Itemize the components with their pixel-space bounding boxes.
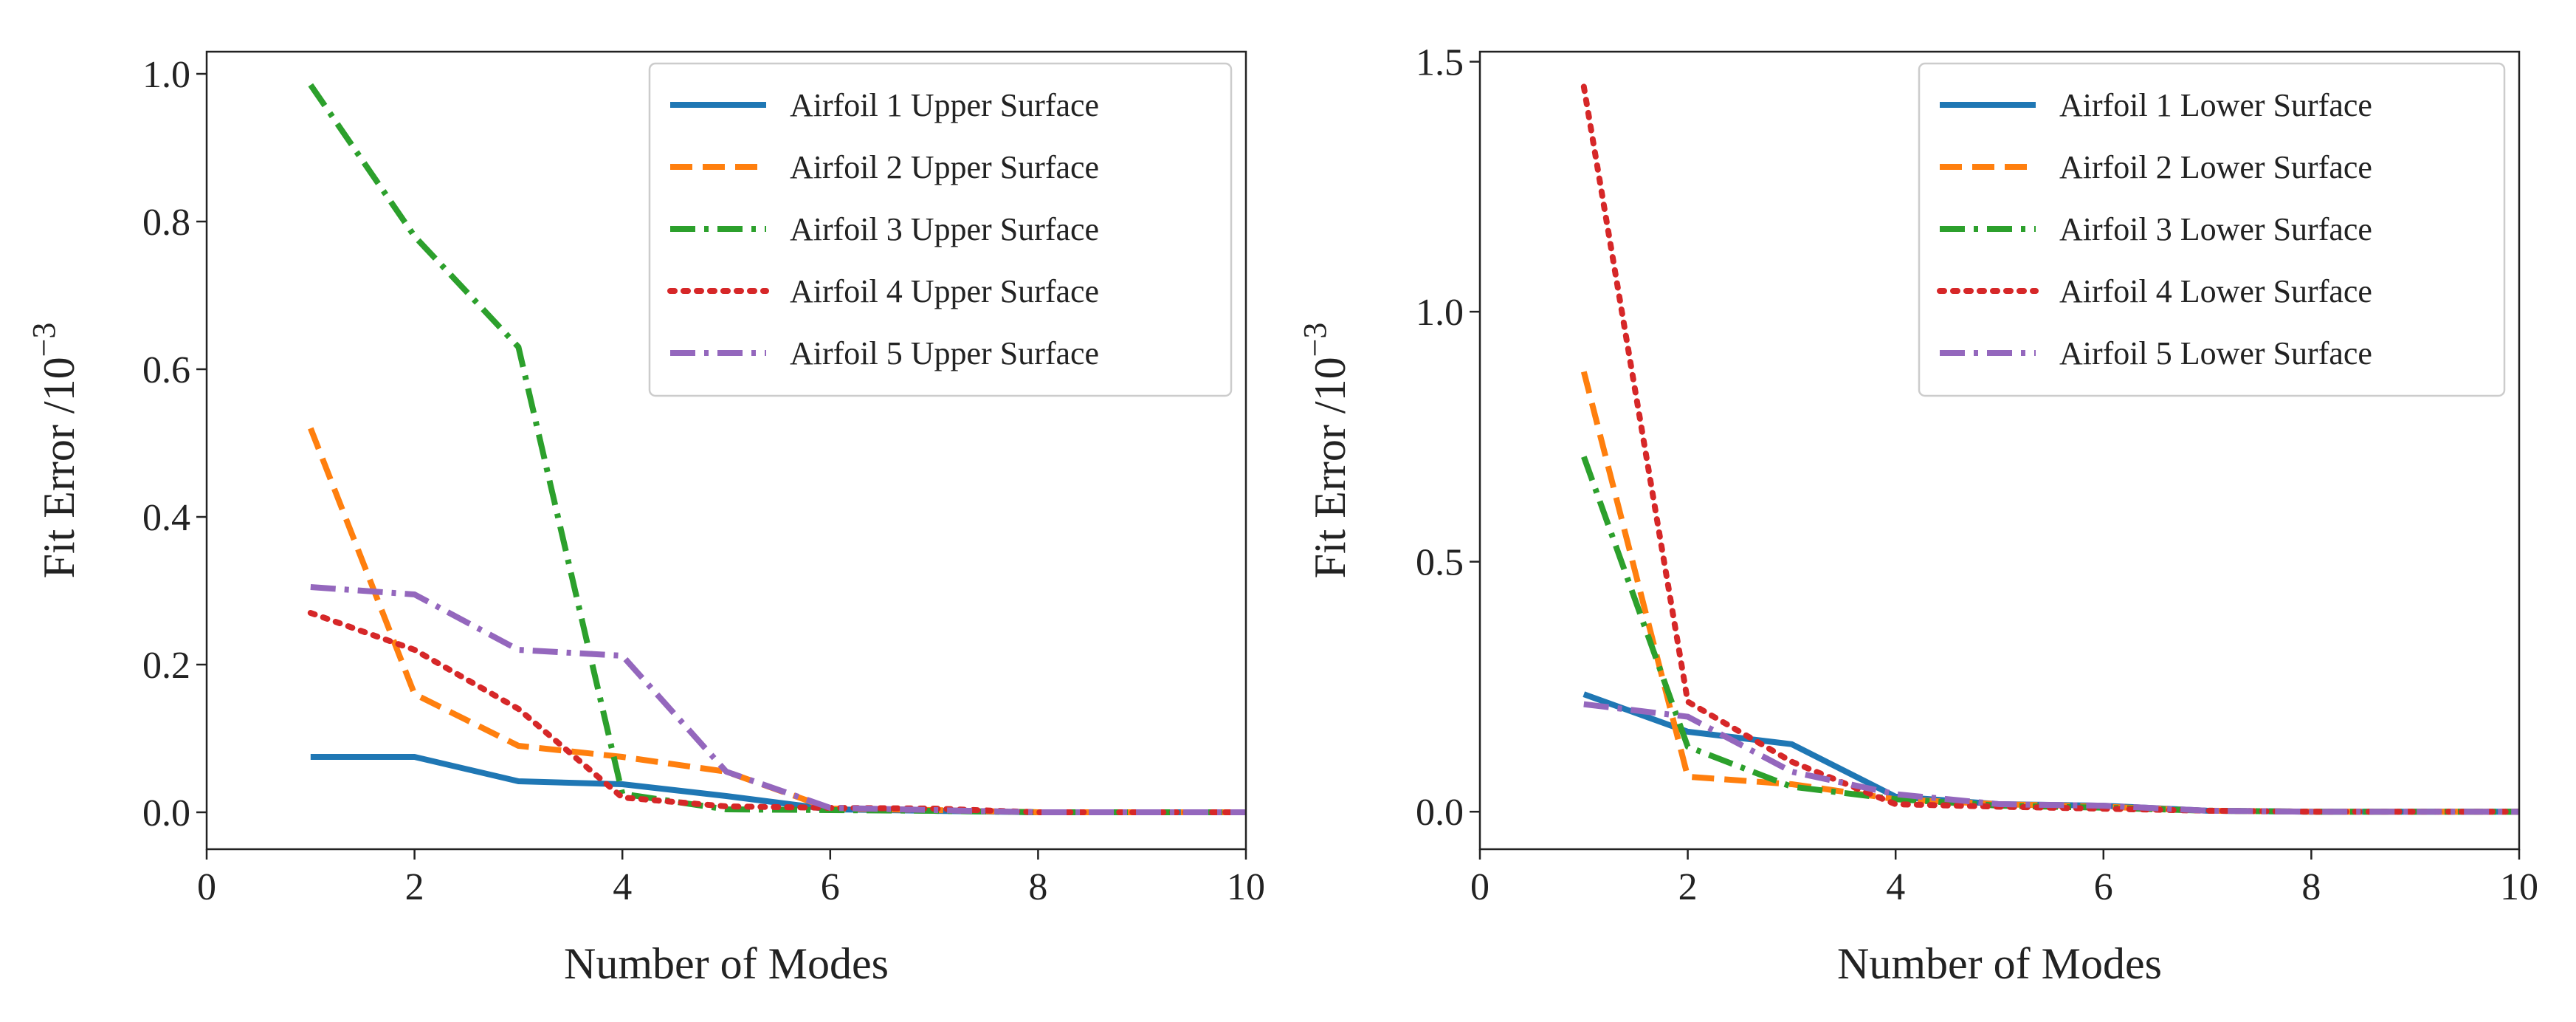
left-legend-label-5: Airfoil 5 Upper Surface [790, 335, 1099, 371]
left-y-axis-title-exponent: −3 [26, 323, 62, 357]
left-series-line-5 [310, 584, 1246, 815]
left-chart: 0 2 4 6 8 10 0.0 0.2 0.4 0.6 0.8 1.0 Number of Mode… [26, 50, 1265, 988]
right-x-tick-label: 4 [1886, 866, 1905, 908]
right-legend-label-4: Airfoil 4 Lower Surface [2059, 273, 2372, 309]
right-x-tick-label: 2 [1678, 866, 1698, 908]
left-y-tick-label: 1.0 [142, 54, 190, 96]
left-y-tick-label: 0.4 [142, 497, 190, 539]
left-legend: Airfoil 1 Upper Surface Airfoil 2 Upper S… [648, 62, 1233, 397]
right-x-tick-label: 10 [2500, 866, 2538, 908]
right-y-tick-label: 1.5 [1416, 42, 1464, 84]
left-series-lines [307, 83, 1246, 815]
left-x-tick-label: 4 [613, 866, 632, 908]
left-y-axis-title: Fit Error /10−3 [26, 323, 83, 579]
right-series-line-2 [1580, 371, 2519, 815]
right-y-tick-label: 0.0 [1416, 792, 1464, 834]
left-y-tick-label: 0.8 [142, 202, 190, 244]
left-ticks: 0 2 4 6 8 10 0.0 0.2 0.4 0.6 0.8 1.0 [142, 54, 1265, 908]
left-legend-label-2: Airfoil 2 Upper Surface [790, 149, 1099, 185]
right-y-tick-label: 0.5 [1416, 542, 1464, 584]
right-y-tick-label: 1.0 [1416, 292, 1464, 334]
right-x-axis-title: Number of Modes [1837, 939, 2162, 988]
right-legend-box [1918, 62, 2506, 397]
right-y-axis-title-base: Fit Error /10 [1306, 357, 1354, 578]
left-series-line-1 [310, 754, 1246, 815]
left-x-tick-label: 6 [821, 866, 840, 908]
right-plot-frame [1478, 50, 2521, 851]
right-x-tick-label: 0 [1470, 866, 1490, 908]
left-x-axis-title: Number of Modes [564, 939, 889, 988]
right-legend-label-2: Airfoil 2 Lower Surface [2059, 149, 2372, 185]
left-series-line-2 [308, 427, 1246, 815]
left-legend-label-4: Airfoil 4 Upper Surface [790, 273, 1099, 309]
right-series-lines [1580, 83, 2519, 815]
left-y-tick-label: 0.2 [142, 645, 190, 687]
left-y-tick-label: 0.0 [142, 792, 190, 834]
right-chart: 0 2 4 6 8 10 0.0 0.5 1.0 1.5 Number of Modes Fit … [1297, 42, 2538, 988]
right-y-axis-title-exponent: −3 [1297, 323, 1333, 357]
left-legend-label-3: Airfoil 3 Upper Surface [790, 211, 1099, 247]
right-y-axis-title: Fit Error /10−3 [1297, 323, 1354, 579]
right-ticks: 0 2 4 6 8 10 0.0 0.5 1.0 1.5 [1416, 42, 2538, 908]
right-legend-label-5: Airfoil 5 Lower Surface [2059, 335, 2372, 371]
right-series-line-1 [1583, 691, 2519, 815]
right-x-tick-label: 6 [2094, 866, 2113, 908]
right-x-tick-label: 8 [2301, 866, 2321, 908]
right-series-line-3 [1581, 456, 2519, 815]
left-legend-label-1: Airfoil 1 Upper Surface [790, 87, 1099, 123]
right-legend-label-3: Airfoil 3 Lower Surface [2059, 211, 2372, 247]
left-x-tick-label: 10 [1227, 866, 1265, 908]
left-plot-frame [205, 50, 1247, 851]
right-legend-label-1: Airfoil 1 Lower Surface [2059, 87, 2372, 123]
left-y-tick-label: 0.6 [142, 349, 190, 391]
right-legend: Airfoil 1 Lower Surface Airfoil 2 Lower S… [1918, 62, 2506, 397]
left-x-tick-label: 0 [197, 866, 216, 908]
right-series-line-5 [1583, 701, 2519, 815]
left-x-tick-label: 8 [1028, 866, 1047, 908]
left-legend-box [648, 62, 1233, 397]
left-x-tick-label: 2 [405, 866, 424, 908]
left-y-axis-title-base: Fit Error /10 [35, 357, 83, 578]
